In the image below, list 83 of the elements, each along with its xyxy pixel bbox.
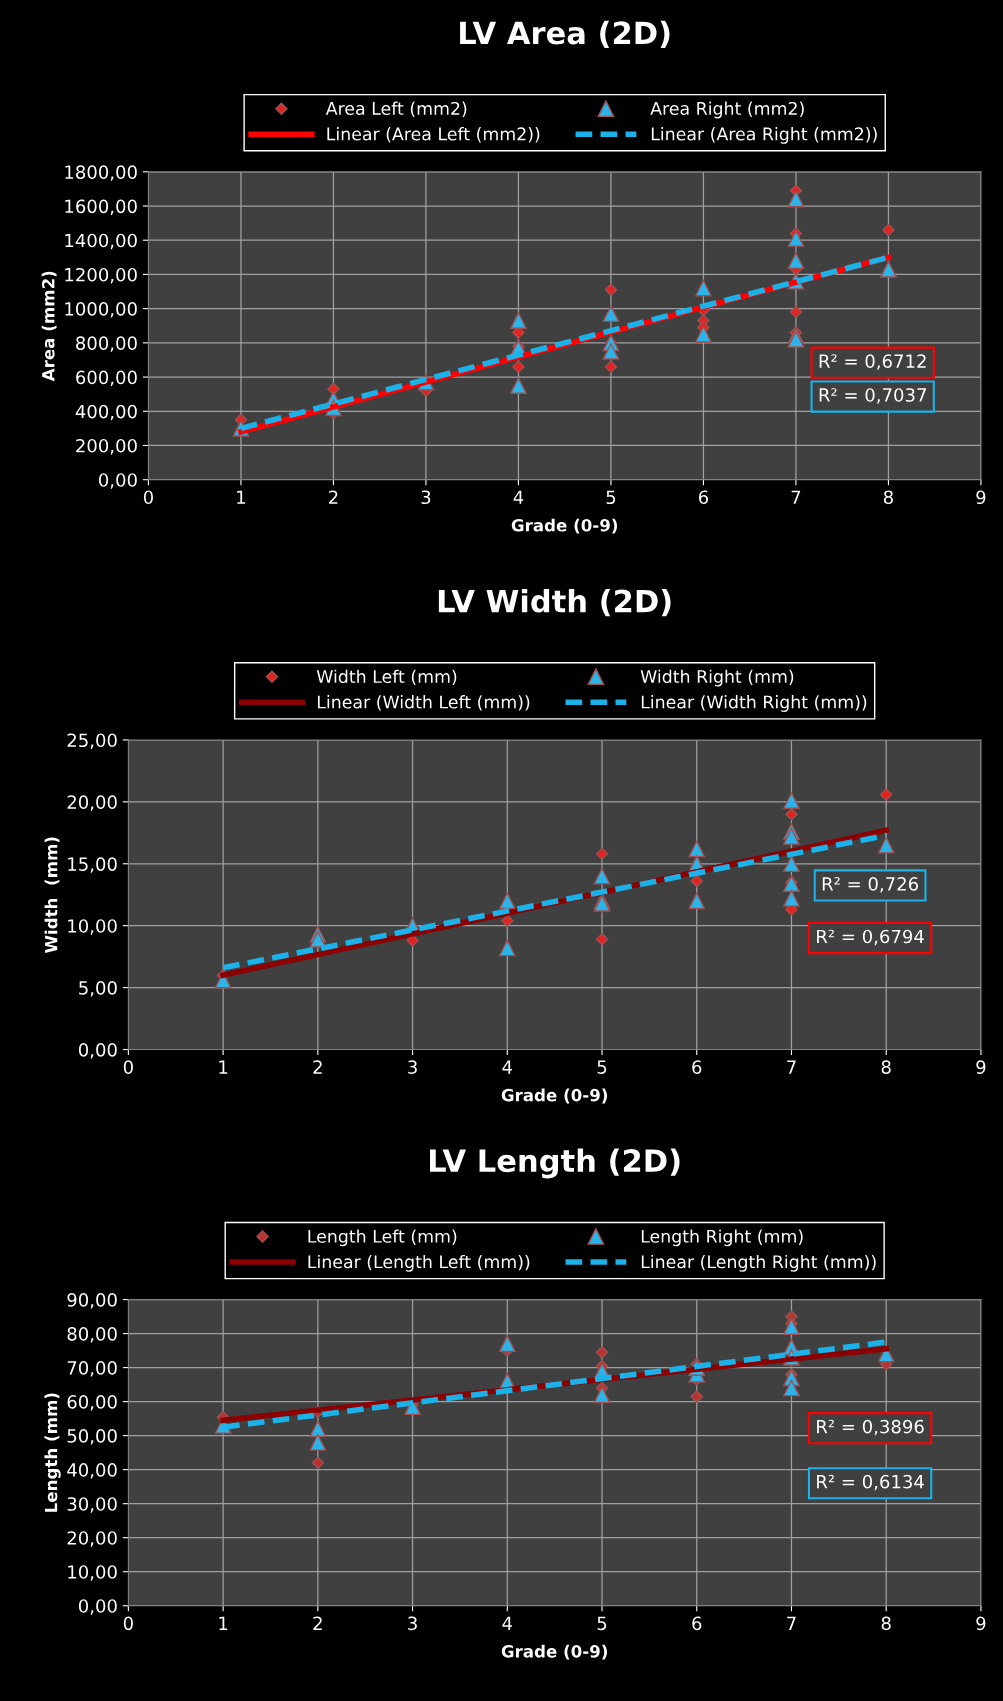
chart-title: LV Area (2D) bbox=[460, 20, 670, 49]
x-tick-label: 0 bbox=[123, 1060, 133, 1074]
legend-label: Linear (Length Right (mm)) bbox=[641, 1254, 876, 1272]
annotation: R² = 0,6794 bbox=[817, 929, 924, 946]
x-tick-label: 5 bbox=[597, 1060, 607, 1074]
y-tick-label: 40,00 bbox=[67, 1463, 117, 1479]
y-axis-title: Length (mm) bbox=[44, 1393, 61, 1512]
x-tick-label: 2 bbox=[313, 1616, 322, 1630]
y-tick-label: 25,00 bbox=[67, 733, 117, 749]
y-tick-label: 20,00 bbox=[67, 1531, 117, 1547]
y-tick-label: 800,00 bbox=[76, 336, 137, 352]
y-tick-label: 70,00 bbox=[67, 1361, 117, 1377]
x-tick-label: 9 bbox=[976, 490, 986, 505]
annotation: R² = 0,726 bbox=[822, 877, 919, 893]
y-axis-title: Area (mm2) bbox=[41, 271, 57, 382]
x-tick-label: 0 bbox=[143, 490, 153, 505]
y-tick-label: 0,00 bbox=[78, 1042, 117, 1059]
x-tick-label: 1 bbox=[219, 1060, 228, 1074]
y-tick-label: 80,00 bbox=[67, 1327, 117, 1343]
chart-title: LV Width (2D) bbox=[438, 588, 671, 617]
x-tick-label: 2 bbox=[329, 490, 338, 504]
x-tick-label: 9 bbox=[976, 1060, 986, 1074]
x-axis-title: Grade (0-9) bbox=[501, 1088, 607, 1104]
y-tick-label: 10,00 bbox=[68, 1565, 117, 1581]
legend-label: Width Right (mm) bbox=[640, 669, 794, 687]
legend-label: Length Left (mm) bbox=[308, 1229, 457, 1247]
legend-label: Linear (Length Left (mm)) bbox=[308, 1254, 530, 1272]
x-tick-label: 6 bbox=[692, 1060, 702, 1074]
x-tick-label: 3 bbox=[408, 1060, 417, 1074]
legend-label: Area Right (mm2) bbox=[650, 101, 804, 119]
x-tick-label: 8 bbox=[881, 1616, 891, 1631]
x-axis-title: Grade (0-9) bbox=[511, 518, 618, 534]
x-tick-label: 7 bbox=[791, 490, 801, 504]
legend-label: Length Right (mm) bbox=[641, 1229, 803, 1247]
x-tick-label: 0 bbox=[123, 1616, 133, 1631]
x-tick-label: 4 bbox=[502, 1060, 513, 1074]
y-tick-label: 600,00 bbox=[76, 370, 137, 387]
x-tick-label: 7 bbox=[787, 1060, 796, 1074]
y-tick-label: 10,00 bbox=[68, 919, 117, 935]
y-tick-label: 200,00 bbox=[76, 438, 137, 455]
legend-label: Width Left (mm) bbox=[316, 669, 457, 686]
legend-label: Area Left (mm2) bbox=[325, 101, 467, 118]
x-tick-label: 6 bbox=[692, 1616, 702, 1631]
y-tick-label: 400,00 bbox=[75, 404, 137, 421]
x-tick-label: 4 bbox=[513, 490, 524, 504]
annotation: R² = 0,3896 bbox=[817, 1419, 924, 1436]
x-tick-label: 1 bbox=[219, 1616, 228, 1630]
y-tick-label: 1000,00 bbox=[65, 302, 137, 318]
y-tick-label: 1600,00 bbox=[65, 199, 137, 215]
x-tick-label: 2 bbox=[313, 1060, 322, 1074]
y-tick-label: 1800,00 bbox=[65, 165, 137, 181]
legend-label: Linear (Area Right (mm2)) bbox=[651, 127, 877, 144]
x-tick-label: 8 bbox=[883, 490, 893, 505]
x-tick-label: 5 bbox=[606, 490, 616, 505]
annotation: R² = 0,6134 bbox=[817, 1474, 924, 1491]
legend-label: Linear (Width Right (mm)) bbox=[641, 695, 867, 712]
y-tick-label: 1200,00 bbox=[65, 267, 137, 284]
y-tick-label: 20,00 bbox=[67, 795, 117, 811]
y-tick-label: 15,00 bbox=[68, 857, 117, 873]
annotation: R² = 0,7037 bbox=[819, 388, 926, 404]
y-tick-label: 1400,00 bbox=[65, 233, 137, 250]
x-tick-label: 4 bbox=[502, 1616, 513, 1630]
y-tick-label: 5,00 bbox=[79, 981, 117, 997]
x-axis-title: Grade (0-9) bbox=[501, 1644, 607, 1660]
x-tick-label: 1 bbox=[237, 490, 246, 504]
y-tick-label: 0,00 bbox=[78, 1599, 117, 1615]
legend-label: Linear (Area Left (mm2)) bbox=[327, 127, 540, 143]
y-axis-title: Width (mm) bbox=[44, 837, 60, 953]
x-tick-label: 9 bbox=[976, 1616, 986, 1631]
annotation: R² = 0,6712 bbox=[819, 354, 926, 370]
y-tick-label: 90,00 bbox=[67, 1293, 117, 1309]
y-tick-label: 0,00 bbox=[99, 473, 137, 489]
x-tick-label: 6 bbox=[698, 490, 709, 505]
x-tick-label: 7 bbox=[787, 1616, 796, 1630]
x-tick-label: 8 bbox=[881, 1060, 891, 1074]
chart-title: LV Length (2D) bbox=[430, 1148, 680, 1179]
x-tick-label: 3 bbox=[408, 1616, 417, 1631]
y-tick-label: 50,00 bbox=[67, 1429, 117, 1445]
x-tick-label: 5 bbox=[597, 1616, 607, 1631]
legend-label: Linear (Width Left (mm)) bbox=[317, 695, 530, 711]
x-tick-label: 3 bbox=[421, 490, 431, 505]
y-tick-label: 60,00 bbox=[67, 1395, 117, 1411]
y-tick-label: 30,00 bbox=[67, 1497, 117, 1513]
